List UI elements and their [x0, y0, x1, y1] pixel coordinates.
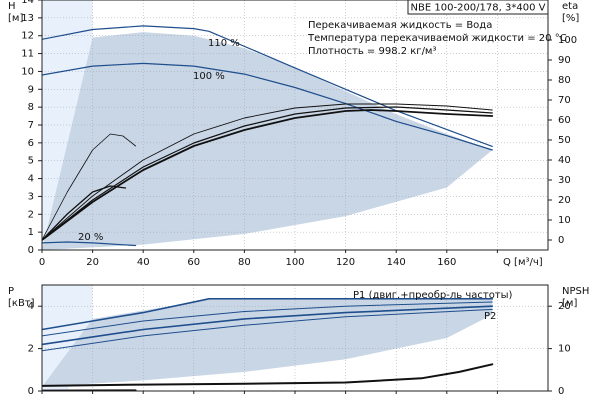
y-right-tick-label: 0 — [558, 235, 564, 246]
x-tick-label: 160 — [437, 257, 456, 268]
y-left-tick-label: 3 — [28, 191, 34, 202]
eta-curve-5-performance — [42, 103, 493, 241]
x-tick-label: 20 — [86, 257, 99, 268]
h-curve-2-performance — [42, 241, 137, 247]
y-right-tick-label: 10 — [558, 215, 571, 226]
eta-curve-7-performance — [42, 185, 127, 241]
y-right-tick-label: 100 — [558, 35, 577, 46]
curve-label-p1: P1 (двиг.+преобр-ль частоты) — [353, 290, 513, 301]
x-tick-label: 100 — [285, 257, 304, 268]
y-left-axis-bracket: [м] — [8, 13, 23, 24]
speed-label: 100 % — [193, 71, 225, 82]
y-left-tick-label: 2 — [28, 344, 34, 355]
y-left-tick-label: 10 — [21, 66, 34, 77]
x-tick-label: 140 — [387, 257, 406, 268]
y-right-tick-label: 30 — [558, 175, 571, 186]
y-right-tick-label: 70 — [558, 95, 571, 106]
y-right-tick-label: 60 — [558, 115, 571, 126]
y-right-axis-unit: NPSH — [562, 286, 589, 297]
h-curve-1-performance — [42, 62, 493, 151]
x-tick-label: 120 — [336, 257, 355, 268]
y-left-tick-label: 1 — [28, 227, 34, 238]
y-right-tick-label: 0 — [558, 386, 564, 397]
y-left-tick-label: 14 — [21, 0, 34, 6]
y-right-tick-label: 20 — [558, 301, 571, 312]
y-right-tick-label: 50 — [558, 135, 571, 146]
title-box — [407, 0, 549, 15]
x-tick-label: 40 — [137, 257, 150, 268]
x-tick-label: Q [м³/ч] — [503, 257, 543, 268]
operating-area-power_npsh — [42, 299, 493, 387]
chart-title: NBE 100-200/178, 3*400 V — [411, 3, 546, 14]
y-left-tick-label: 4 — [28, 301, 34, 312]
p-curve-3-power_npsh — [42, 308, 493, 352]
y-left-axis-unit: P — [8, 286, 14, 297]
operating-area-performance — [42, 32, 493, 250]
y-right-tick-label: 40 — [558, 155, 571, 166]
x-tick-label: 80 — [238, 257, 251, 268]
speed-label: 110 % — [208, 38, 240, 49]
y-right-tick-label: 10 — [558, 344, 571, 355]
y-right-tick-label: 80 — [558, 75, 571, 86]
y-left-tick-label: 0 — [28, 386, 34, 397]
y-right-tick-label: 90 — [558, 55, 571, 66]
x-tick-label: 60 — [187, 257, 200, 268]
y-right-tick-label: 20 — [558, 195, 571, 206]
y-left-tick-label: 8 — [28, 102, 34, 113]
left-light-band-performance — [42, 0, 93, 250]
y-right-axis-bracket: [м] — [562, 298, 577, 309]
y-left-tick-label: 7 — [28, 120, 34, 131]
eta-curve-6-performance — [42, 133, 136, 241]
p-curve-2-power_npsh — [42, 305, 494, 346]
y-left-tick-label: 9 — [28, 84, 34, 95]
y-left-tick-label: 0 — [28, 245, 34, 256]
y-right-axis-unit: eta — [562, 1, 578, 12]
y-left-tick-label: 13 — [21, 13, 34, 24]
fluid-info-line: Плотность = 998.2 кг/м³ — [308, 46, 437, 57]
y-left-tick-label: 2 — [28, 209, 34, 220]
fluid-info-line: Температура перекачиваемой жидкости = 20… — [307, 33, 567, 44]
y-left-tick-label: 6 — [28, 138, 34, 149]
npsh-curve-4-power_npsh — [42, 363, 494, 387]
eta-curve-4-performance — [42, 106, 493, 241]
y-right-axis-bracket: [%] — [562, 13, 579, 24]
fluid-info-line: Перекачиваемая жидкость = Вода — [308, 20, 492, 31]
left-light-band-power_npsh — [42, 285, 93, 391]
speed-label: 20 % — [78, 232, 103, 243]
eta-curve-3-performance — [42, 109, 494, 241]
y-left-tick-label: 5 — [28, 156, 34, 167]
y-left-tick-label: 4 — [28, 174, 34, 185]
x-tick-label: 0 — [39, 257, 45, 268]
y-left-tick-label: 12 — [21, 31, 34, 42]
p-curve-0-power_npsh — [42, 298, 494, 331]
y-left-tick-label: 11 — [21, 49, 34, 60]
y-left-axis-bracket: [кВт] — [8, 298, 35, 309]
curve-label-p2: P2 — [484, 311, 496, 322]
p-curve-1-power_npsh — [42, 301, 493, 337]
y-left-axis-unit: H — [8, 1, 16, 12]
